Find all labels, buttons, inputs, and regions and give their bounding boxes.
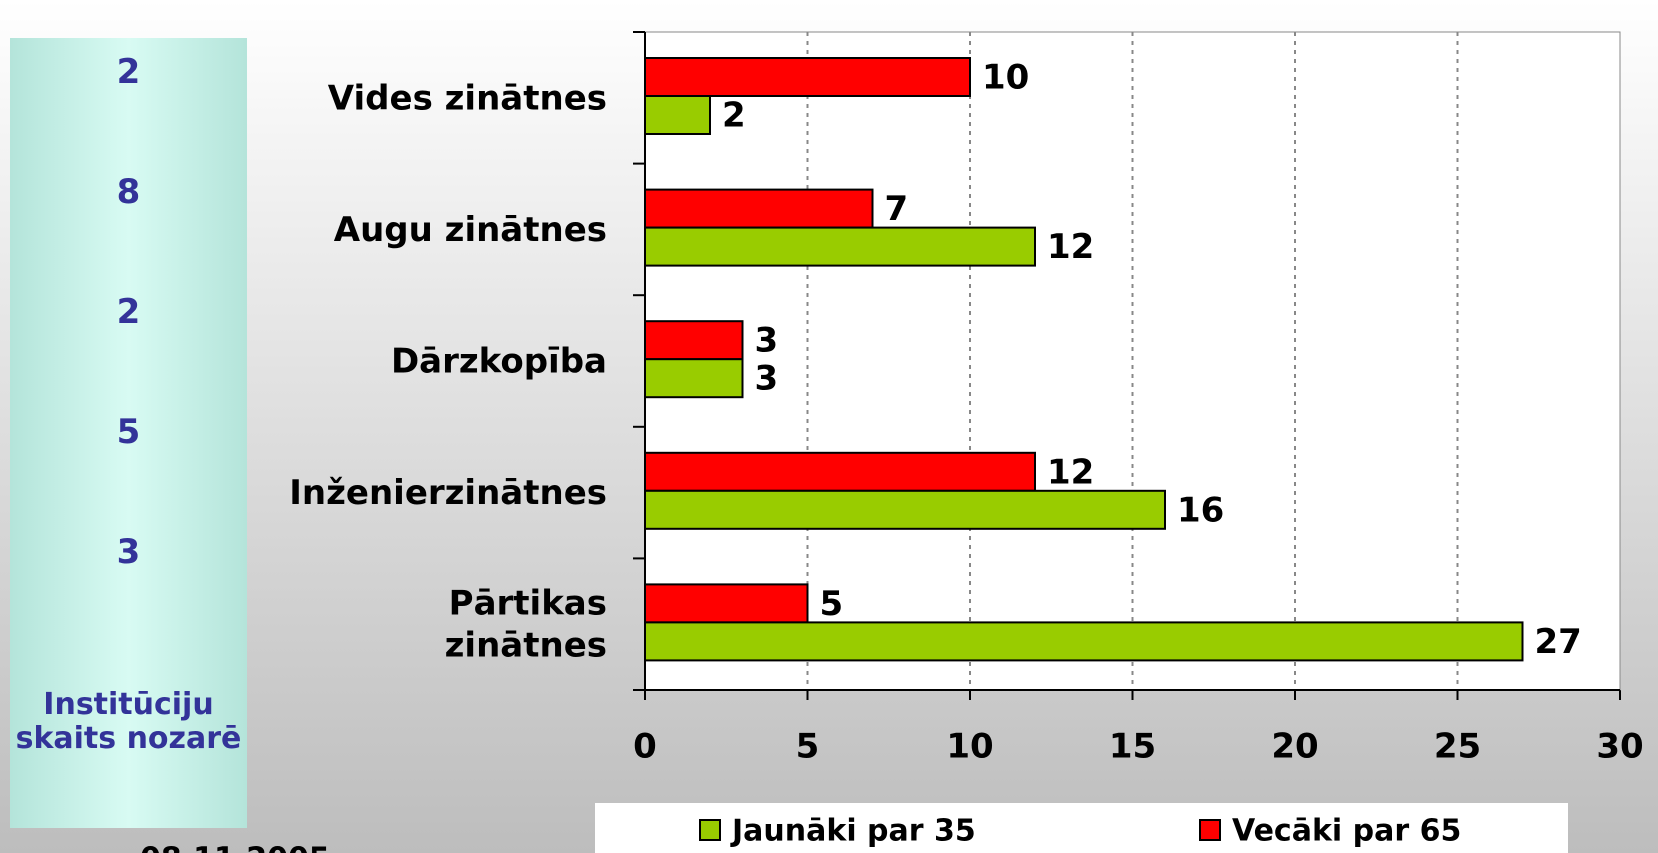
x-tick-label: 15 <box>1109 727 1156 767</box>
value-label: 10 <box>982 58 1029 98</box>
y-tick-label: Pārtikas <box>449 584 607 624</box>
bar <box>644 358 744 399</box>
y-tick-label: Dārzkopība <box>391 342 607 382</box>
institution-count: 8 <box>116 172 141 212</box>
institution-count: 5 <box>116 412 141 452</box>
y-tick-label: Augu zinātnes <box>334 210 607 250</box>
bar <box>644 489 1166 530</box>
value-label: 3 <box>755 359 779 399</box>
x-tick-label: 5 <box>796 727 820 767</box>
value-label: 5 <box>820 584 844 624</box>
legend-box <box>595 803 1568 853</box>
bar <box>644 583 809 624</box>
x-tick-label: 10 <box>946 727 993 767</box>
bar <box>644 451 1036 492</box>
x-tick-label: 25 <box>1434 727 1481 767</box>
y-tick-label: Vides zinātnes <box>328 78 607 118</box>
institution-panel: 2 8 2 5 3 Institūciju skaits nozarē <box>10 38 247 828</box>
value-label: 12 <box>1047 452 1094 492</box>
footer-date: 08.11.2005 <box>140 842 330 853</box>
institution-count: 2 <box>116 292 141 332</box>
bar <box>644 320 744 361</box>
value-label: 16 <box>1177 490 1224 530</box>
y-tick-label: zinātnes <box>445 626 607 666</box>
value-label: 7 <box>885 189 909 229</box>
y-tick-label: Inženierzinātnes <box>289 473 607 513</box>
value-label: 12 <box>1047 227 1094 267</box>
bar <box>644 95 711 135</box>
value-label: 27 <box>1535 622 1582 662</box>
x-tick-label: 30 <box>1596 727 1643 767</box>
x-tick-label: 0 <box>633 727 657 767</box>
bar <box>644 621 1524 662</box>
value-label: 2 <box>722 96 746 136</box>
legend-swatch <box>699 819 721 841</box>
legend-swatch <box>1199 819 1221 841</box>
institution-count: 2 <box>116 52 141 92</box>
bar <box>644 188 874 229</box>
bar <box>644 57 971 97</box>
institution-count: 3 <box>116 532 141 572</box>
value-label: 3 <box>755 321 779 361</box>
panel-caption: Institūciju skaits nozarē <box>15 687 242 756</box>
legend-label: Jaunāki par 35 <box>730 814 976 849</box>
x-tick-label: 20 <box>1271 727 1318 767</box>
bar <box>644 226 1036 267</box>
legend-label: Vecāki par 65 <box>1232 814 1461 849</box>
